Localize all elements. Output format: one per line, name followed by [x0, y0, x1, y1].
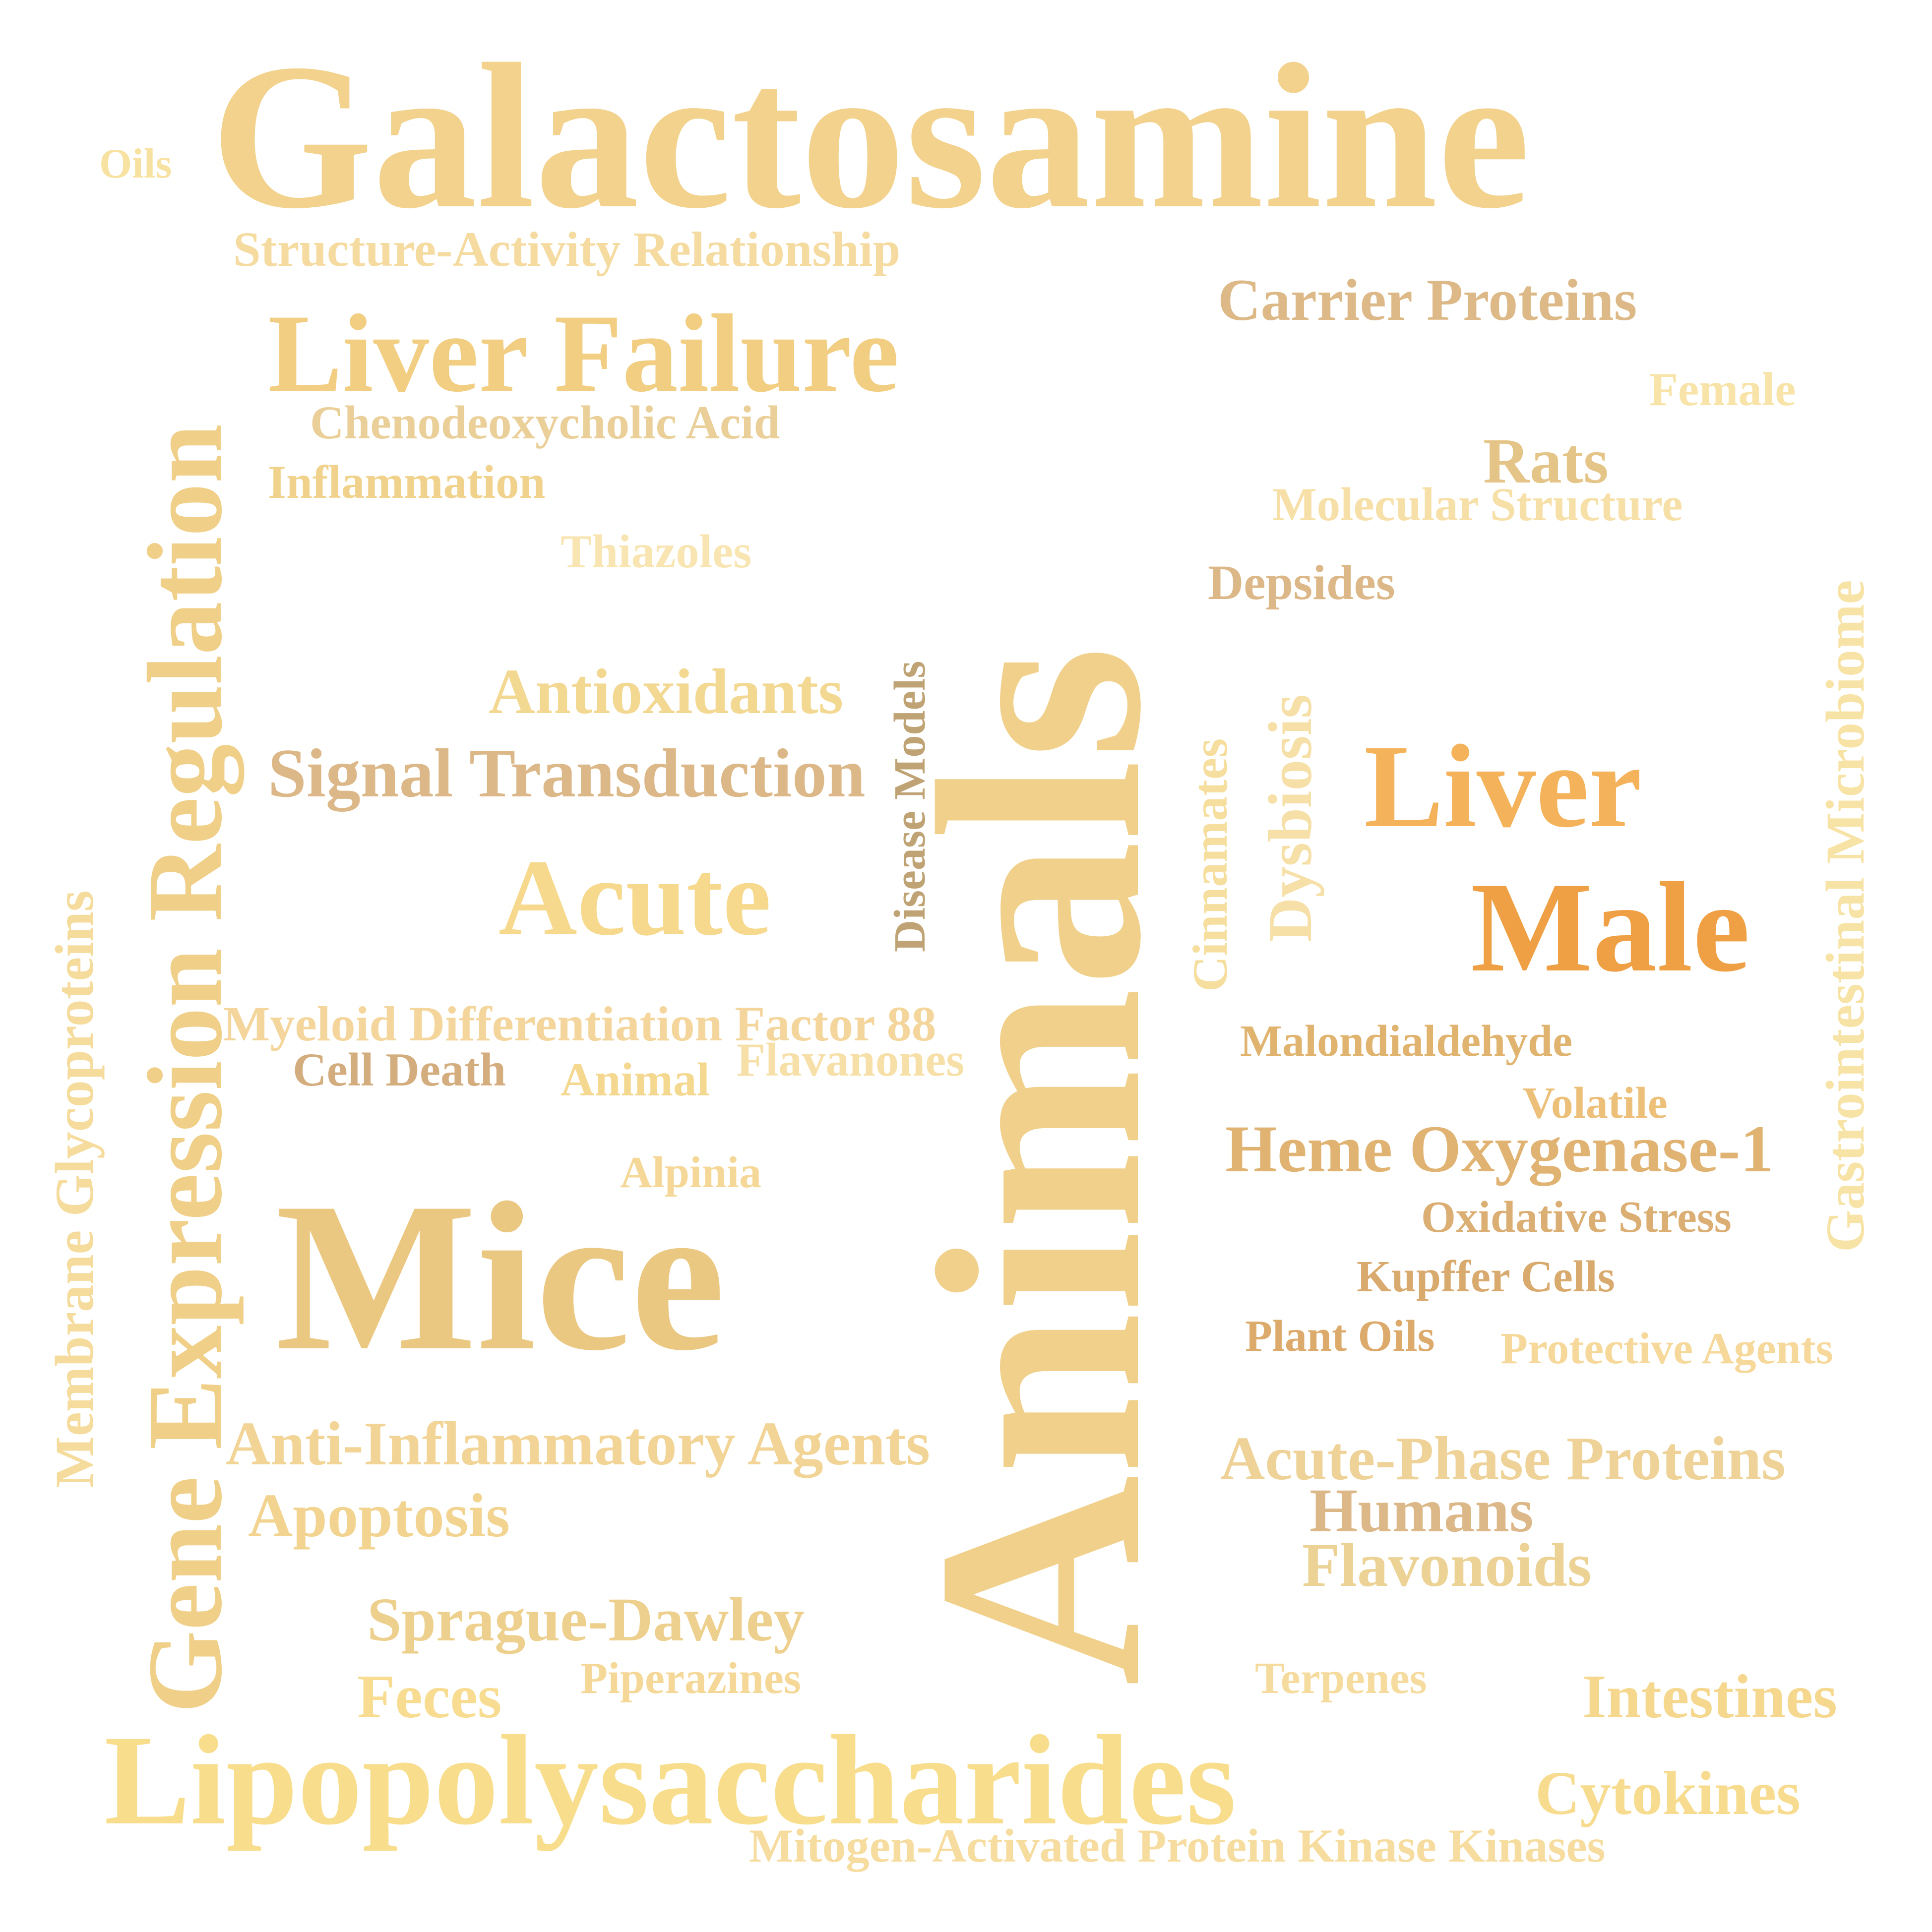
word-galactosamine: Galactosamine	[211, 21, 1530, 251]
word-feces: Feces	[357, 1663, 502, 1731]
word-signal-transduction: Signal Transduction	[268, 735, 866, 812]
word-oxidative-stress: Oxidative Stress	[1421, 1193, 1732, 1242]
word-animals: Animals	[877, 645, 1201, 1686]
word-gene-expression: Gene Expression Regulation	[125, 423, 244, 1713]
word-liver-failure: Liver Failure	[268, 291, 899, 415]
word-antioxidants: Antioxidants	[489, 656, 844, 727]
word-depsides: Depsides	[1208, 555, 1395, 610]
word-oils: Oils	[99, 140, 172, 187]
word-piperazines: Piperazines	[580, 1654, 801, 1703]
word-volatile: Volatile	[1523, 1079, 1668, 1128]
word-structure-activity: Structure-Activity Relationship	[233, 222, 901, 277]
word-gi-microbiome: Gastrointestinal Microbiome	[1815, 580, 1875, 1252]
word-apoptosis: Apoptosis	[248, 1482, 510, 1550]
word-chenodeoxycholic: Chenodeoxycholic Acid	[310, 396, 780, 449]
word-membrane-glyco: Membrane Glycoproteins	[44, 890, 105, 1488]
word-liver: Liver	[1364, 720, 1642, 852]
word-protective-agents: Protective Agents	[1500, 1324, 1833, 1373]
word-lipopolysaccharides: Lipopolysaccharides	[104, 1709, 1237, 1852]
word-cell-death: Cell Death	[293, 1043, 506, 1096]
word-alpinia: Alpinia	[620, 1148, 762, 1197]
word-flavanones: Flavanones	[737, 1033, 965, 1086]
word-female: Female	[1649, 363, 1796, 416]
word-disease-models: Disease Models	[885, 661, 935, 952]
word-sprague: Sprague-Dawley	[367, 1586, 805, 1654]
word-flavonoids: Flavonoids	[1302, 1531, 1592, 1600]
word-heme-oxygenase: Heme Oxygenase-1	[1225, 1112, 1774, 1186]
word-terpenes: Terpenes	[1255, 1654, 1427, 1703]
word-plant-oils: Plant Oils	[1245, 1312, 1435, 1361]
word-thiazoles: Thiazoles	[561, 525, 752, 578]
word-anti-inflammatory: Anti-Inflammatory Agents	[226, 1410, 931, 1478]
word-mice: Mice	[275, 1159, 726, 1395]
word-cinnamates: Cinnamates	[1183, 738, 1238, 992]
word-acute-phase: Acute-Phase Proteins	[1220, 1425, 1786, 1493]
word-inflammation: Inflammation	[268, 456, 546, 508]
word-animal: Animal	[561, 1053, 710, 1106]
word-humans: Humans	[1309, 1477, 1534, 1545]
word-intestines: Intestines	[1582, 1663, 1837, 1731]
word-myeloid: Myeloid Differentiation Factor 88	[223, 996, 936, 1051]
word-malondialdehyde: Malondialdehyde	[1240, 1017, 1573, 1066]
word-dysbiosis: Dysbiosis	[1256, 694, 1325, 942]
word-carrier-proteins: Carrier Proteins	[1218, 267, 1637, 333]
word-rats: Rats	[1483, 425, 1609, 497]
word-molecular-structure: Molecular Structure	[1272, 478, 1683, 531]
word-acute: Acute	[499, 837, 771, 958]
word-mapk: Mitogen-Activated Protein Kinase Kinases	[749, 1819, 1606, 1872]
word-cytokines: Cytokines	[1535, 1759, 1801, 1828]
word-male: Male	[1471, 856, 1750, 999]
word-kupffer: Kupffer Cells	[1357, 1252, 1615, 1301]
